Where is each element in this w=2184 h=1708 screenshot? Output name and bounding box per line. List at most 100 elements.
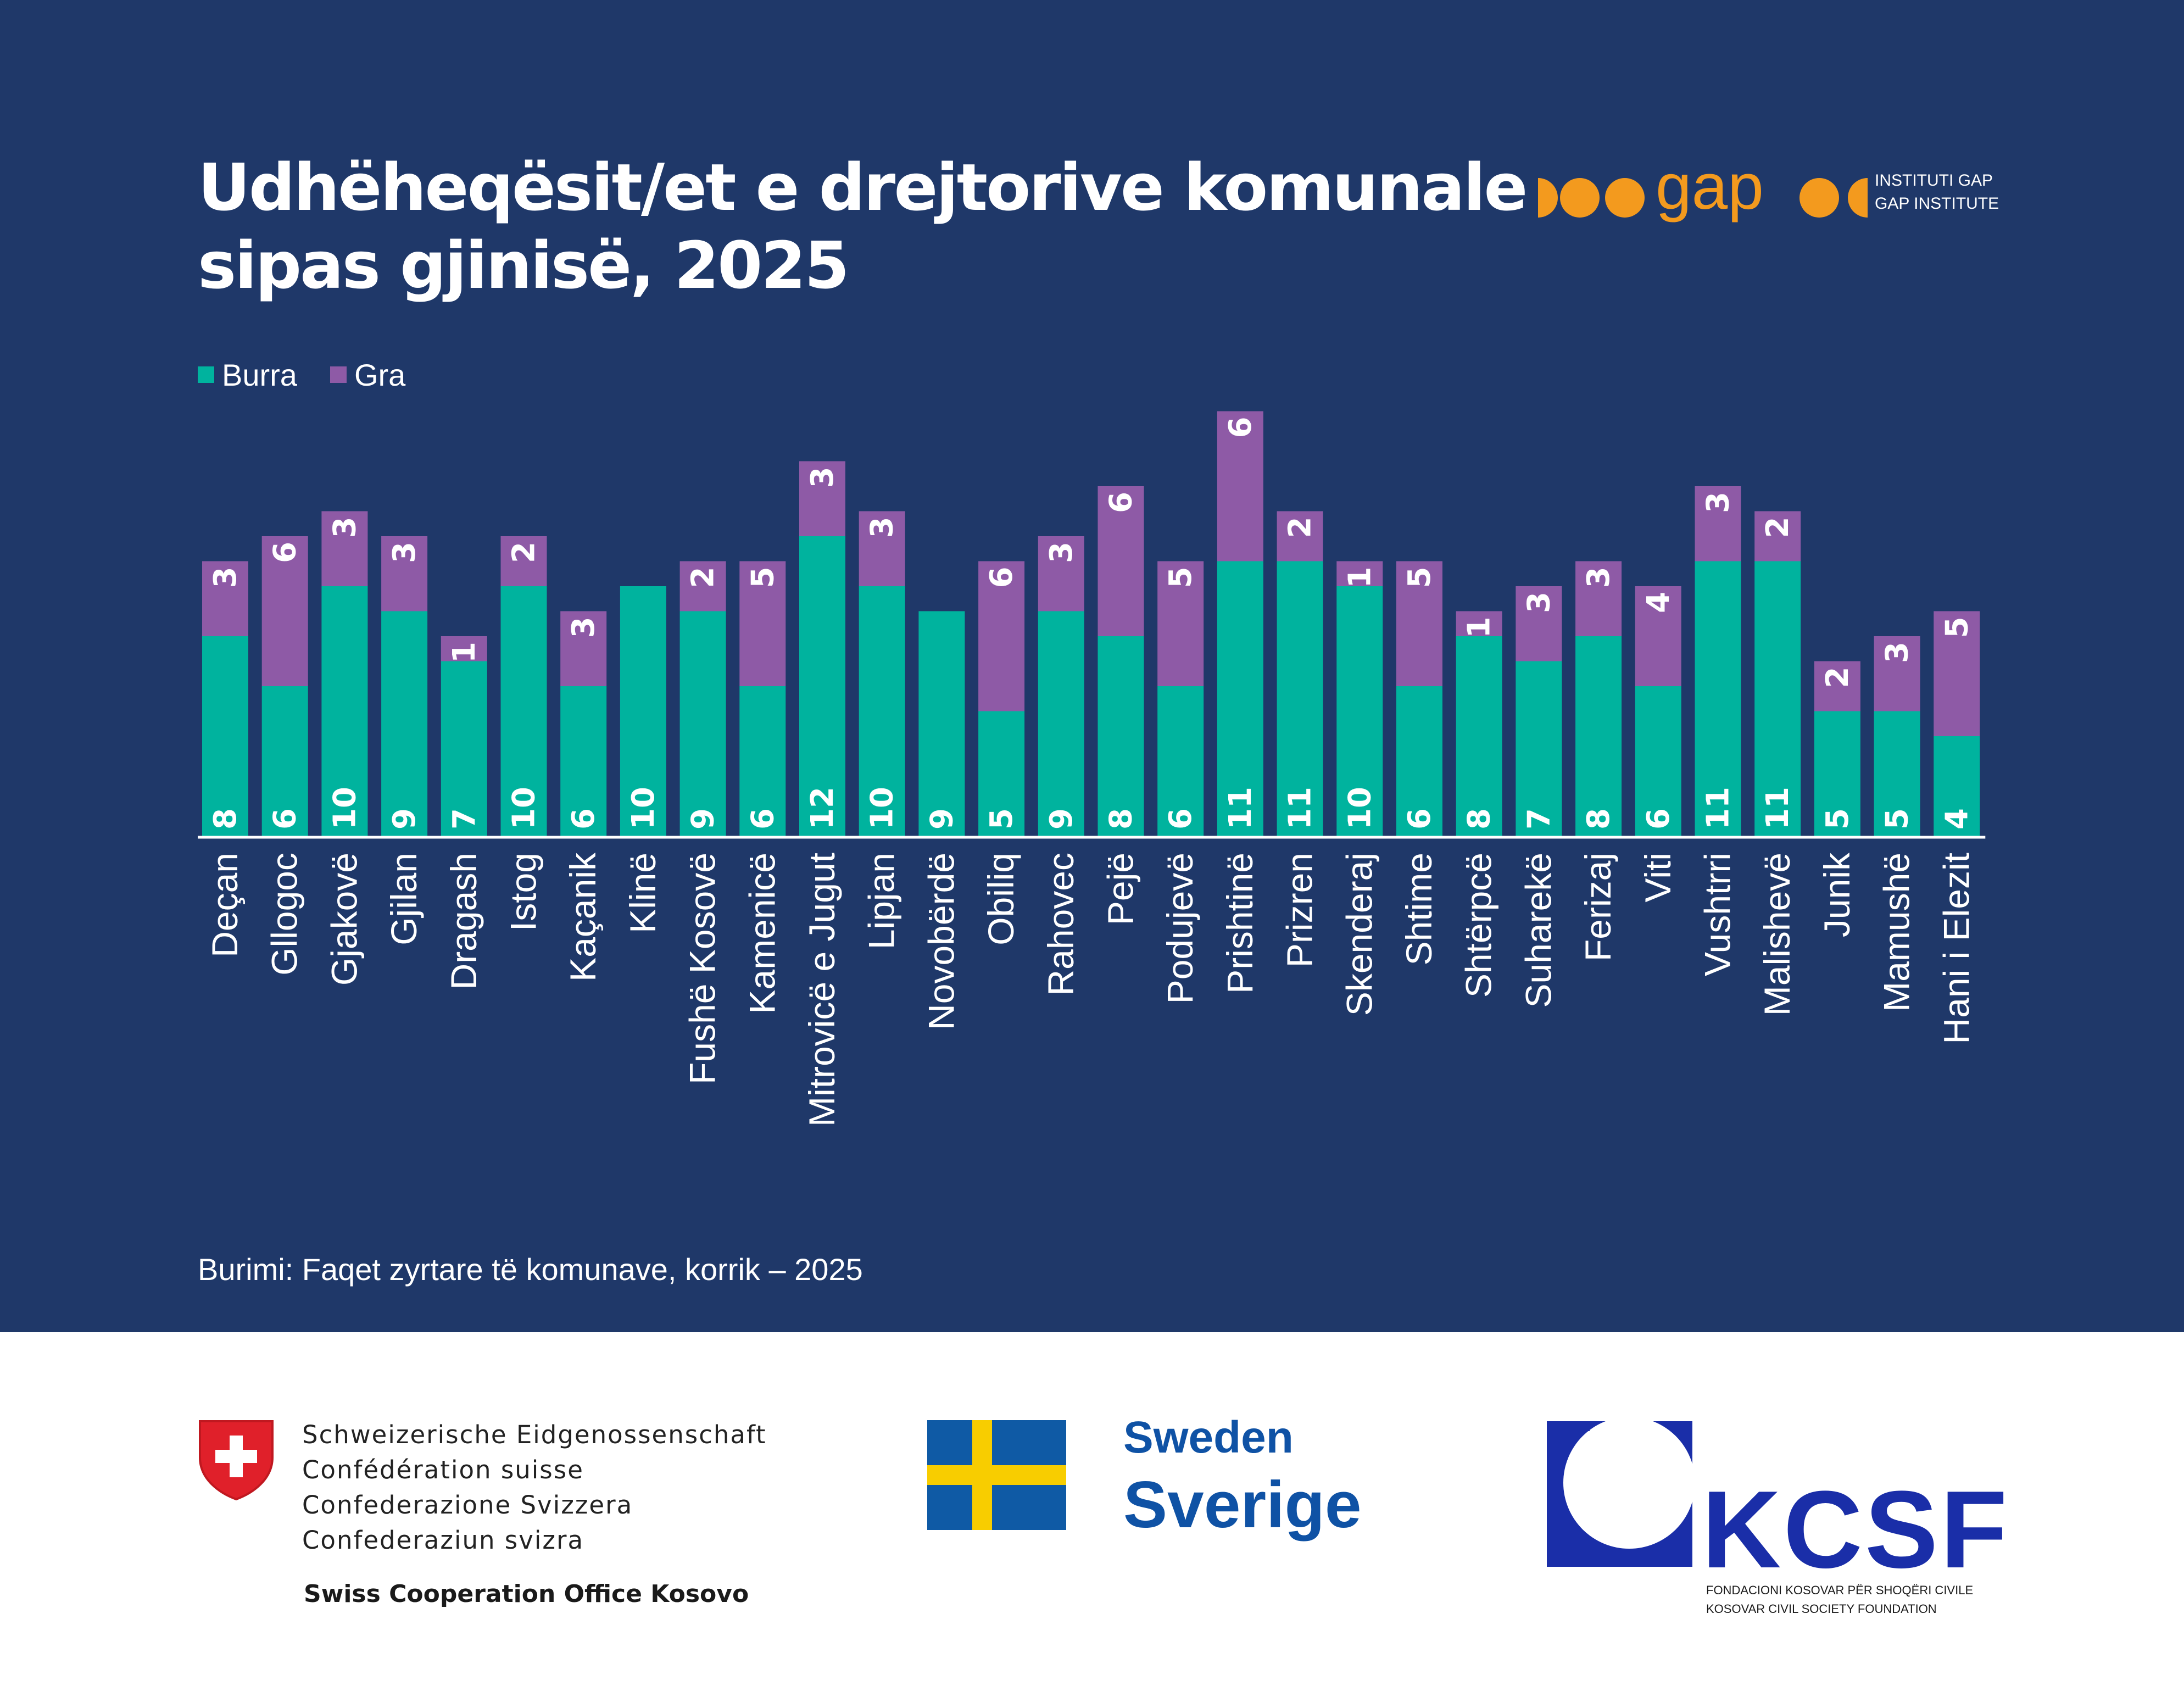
sweden-wordmark: Sweden	[1123, 1412, 1294, 1462]
data-label-men-29: 4	[1939, 808, 1975, 830]
bar-men-27	[1814, 711, 1860, 836]
bar-men-4	[441, 661, 487, 836]
legend-label-women: Gra	[354, 357, 406, 392]
category-label-5: Istog	[503, 853, 544, 931]
category-label-27: Junik	[1817, 852, 1857, 937]
category-label-8: Fushë Kosovë	[682, 853, 723, 1084]
bar-men-17	[1217, 561, 1263, 836]
bar-men-18	[1277, 561, 1323, 836]
sweden-flag-icon	[927, 1420, 1066, 1530]
category-label-24: Viti	[1637, 853, 1678, 903]
bar-men-9	[739, 686, 786, 836]
category-label-21: Shtërpcë	[1458, 853, 1499, 998]
bar-men-0	[202, 636, 248, 836]
data-label-men-8: 9	[686, 808, 721, 830]
data-label-women-6: 3	[566, 617, 601, 638]
bar-men-12	[918, 611, 965, 836]
data-label-men-2: 10	[327, 787, 363, 830]
category-label-25: Vushtrri	[1697, 853, 1738, 976]
bar-women-19	[1336, 561, 1383, 586]
bar-men-20	[1396, 686, 1442, 836]
category-label-16: Podujevë	[1160, 853, 1200, 1004]
category-label-22: Suharekë	[1518, 853, 1558, 1008]
bar-men-5	[500, 586, 547, 836]
data-label-women-11: 3	[865, 517, 900, 538]
gap-logo: gap	[1538, 165, 1868, 223]
category-label-1: Gllogoc	[264, 853, 305, 976]
bar-women-18	[1277, 511, 1323, 561]
bar-men-14	[1038, 611, 1084, 836]
gap-institute-line-2: GAP INSTITUTE	[1875, 194, 1999, 213]
data-label-women-22: 3	[1521, 592, 1557, 613]
bar-men-1	[261, 686, 308, 836]
legend-swatch-women	[330, 366, 347, 383]
bar-women-11	[859, 511, 905, 586]
data-label-women-3: 3	[387, 542, 422, 563]
data-label-men-4: 7	[447, 808, 482, 830]
bar-men-26	[1754, 561, 1801, 836]
data-label-men-13: 5	[984, 808, 1019, 830]
data-label-women-21: 1	[1462, 617, 1497, 638]
data-label-men-21: 8	[1462, 808, 1497, 830]
gap-logo-half-circle-right	[1848, 178, 1868, 218]
bar-men-6	[560, 686, 607, 836]
data-label-women-13: 6	[984, 567, 1019, 588]
source-note: Burimi: Faqet zyrtare të komunave, korri…	[198, 1252, 863, 1287]
swiss-coat-of-arms-icon	[199, 1420, 274, 1501]
bar-women-10	[799, 461, 845, 536]
bar-men-28	[1874, 711, 1920, 836]
bar-men-23	[1575, 636, 1622, 836]
bar-men-7	[620, 586, 666, 836]
swiss-line-3: Confederazione Svizzera	[302, 1490, 633, 1520]
bar-men-29	[1934, 736, 1980, 836]
gap-logo-wordmark: gap	[1656, 165, 1764, 223]
data-label-men-23: 8	[1581, 808, 1617, 830]
bar-women-26	[1754, 511, 1801, 561]
legend-swatch-men	[198, 366, 214, 383]
data-label-women-9: 5	[745, 567, 781, 588]
swiss-line-4: Confederaziun svizra	[302, 1526, 584, 1555]
data-label-men-12: 9	[924, 808, 960, 830]
category-label-13: Obiliq	[980, 853, 1021, 945]
data-label-men-3: 9	[387, 808, 422, 830]
data-label-women-8: 2	[686, 567, 721, 588]
data-label-men-17: 11	[1223, 787, 1258, 830]
data-label-men-15: 8	[1104, 808, 1139, 830]
category-label-7: Klinë	[622, 853, 663, 933]
bar-women-4	[441, 636, 487, 661]
legend-label-men: Burra	[222, 357, 297, 392]
bar-women-13	[978, 561, 1025, 711]
bar-women-25	[1695, 486, 1741, 561]
data-label-women-27: 2	[1820, 667, 1856, 688]
bar-women-6	[560, 611, 607, 686]
bar-women-14	[1038, 536, 1084, 611]
bar-women-27	[1814, 661, 1860, 711]
data-label-women-1: 6	[268, 542, 303, 563]
category-label-28: Mamushë	[1876, 853, 1917, 1012]
category-label-10: Mitrovicë e Jugut	[801, 853, 842, 1127]
category-label-23: Ferizaj	[1578, 853, 1618, 961]
category-label-4: Dragash	[443, 853, 484, 989]
bar-men-2	[321, 586, 368, 836]
data-label-women-2: 3	[327, 517, 363, 538]
bar-men-16	[1157, 686, 1204, 836]
category-label-17: Prishtinë	[1219, 853, 1260, 994]
bar-women-28	[1874, 636, 1920, 711]
title-line-1: Udhëheqësit/et e drejtorive komunale	[198, 149, 1528, 225]
bar-men-8	[679, 611, 726, 836]
data-label-women-19: 1	[1342, 567, 1378, 588]
swiss-confederation-text: Schweizerische Eidgenossenschaft Confédé…	[302, 1417, 767, 1558]
bar-women-15	[1097, 486, 1144, 636]
data-label-women-24: 4	[1641, 592, 1676, 613]
stacked-bar-chart: 8 3 Deçan 6 6 Gllogoc 10 3 Gjakovë 9 3 Gjilan 7 1 Drag…	[198, 411, 1986, 1127]
legend-item-women: Gra	[330, 357, 405, 393]
data-label-women-5: 2	[506, 542, 542, 563]
category-label-20: Shtime	[1399, 853, 1439, 965]
bar-women-16	[1157, 561, 1204, 686]
bar-men-13	[978, 711, 1025, 836]
bar-men-24	[1635, 686, 1681, 836]
bar-men-19	[1336, 586, 1383, 836]
data-label-men-25: 11	[1701, 787, 1736, 830]
bar-women-9	[739, 561, 786, 686]
gap-logo-dot-3	[1799, 178, 1839, 218]
